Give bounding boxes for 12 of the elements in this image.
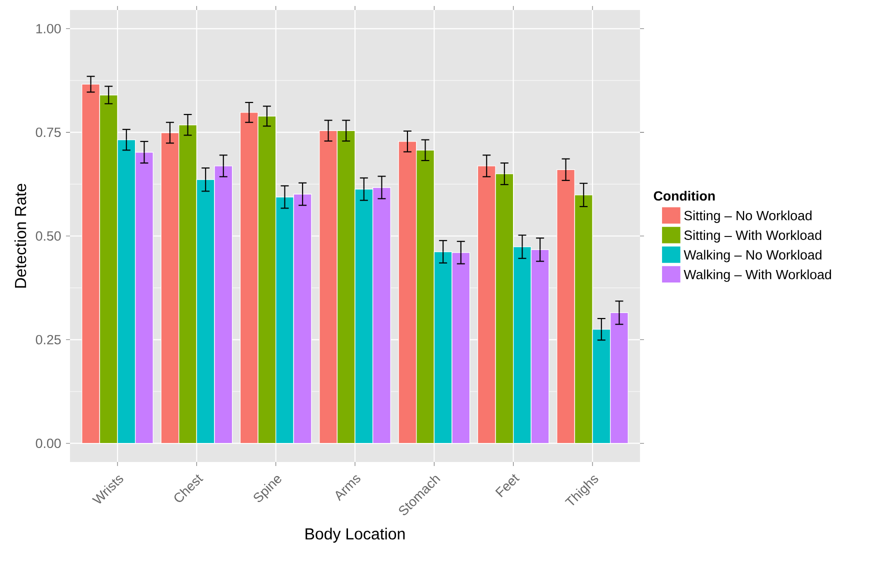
legend-label: Walking – With Workload	[684, 269, 832, 282]
y-tick-label: 0.50	[36, 231, 61, 241]
y-tick-label: 0.00	[36, 438, 61, 448]
legend-title: Condition	[654, 190, 715, 201]
y-tick-label: 1.00	[36, 24, 61, 34]
y-axis-title: Detection Rate	[14, 184, 26, 288]
legend-label: Walking – No Workload	[684, 250, 822, 262]
legend-label: Sitting – No Workload	[684, 210, 812, 223]
x-axis-title: Body Location	[306, 528, 405, 543]
y-tick-label: 0.75	[36, 128, 61, 138]
y-tick-label: 0.25	[36, 334, 61, 344]
legend-label: Sitting – With Workload	[684, 230, 822, 243]
